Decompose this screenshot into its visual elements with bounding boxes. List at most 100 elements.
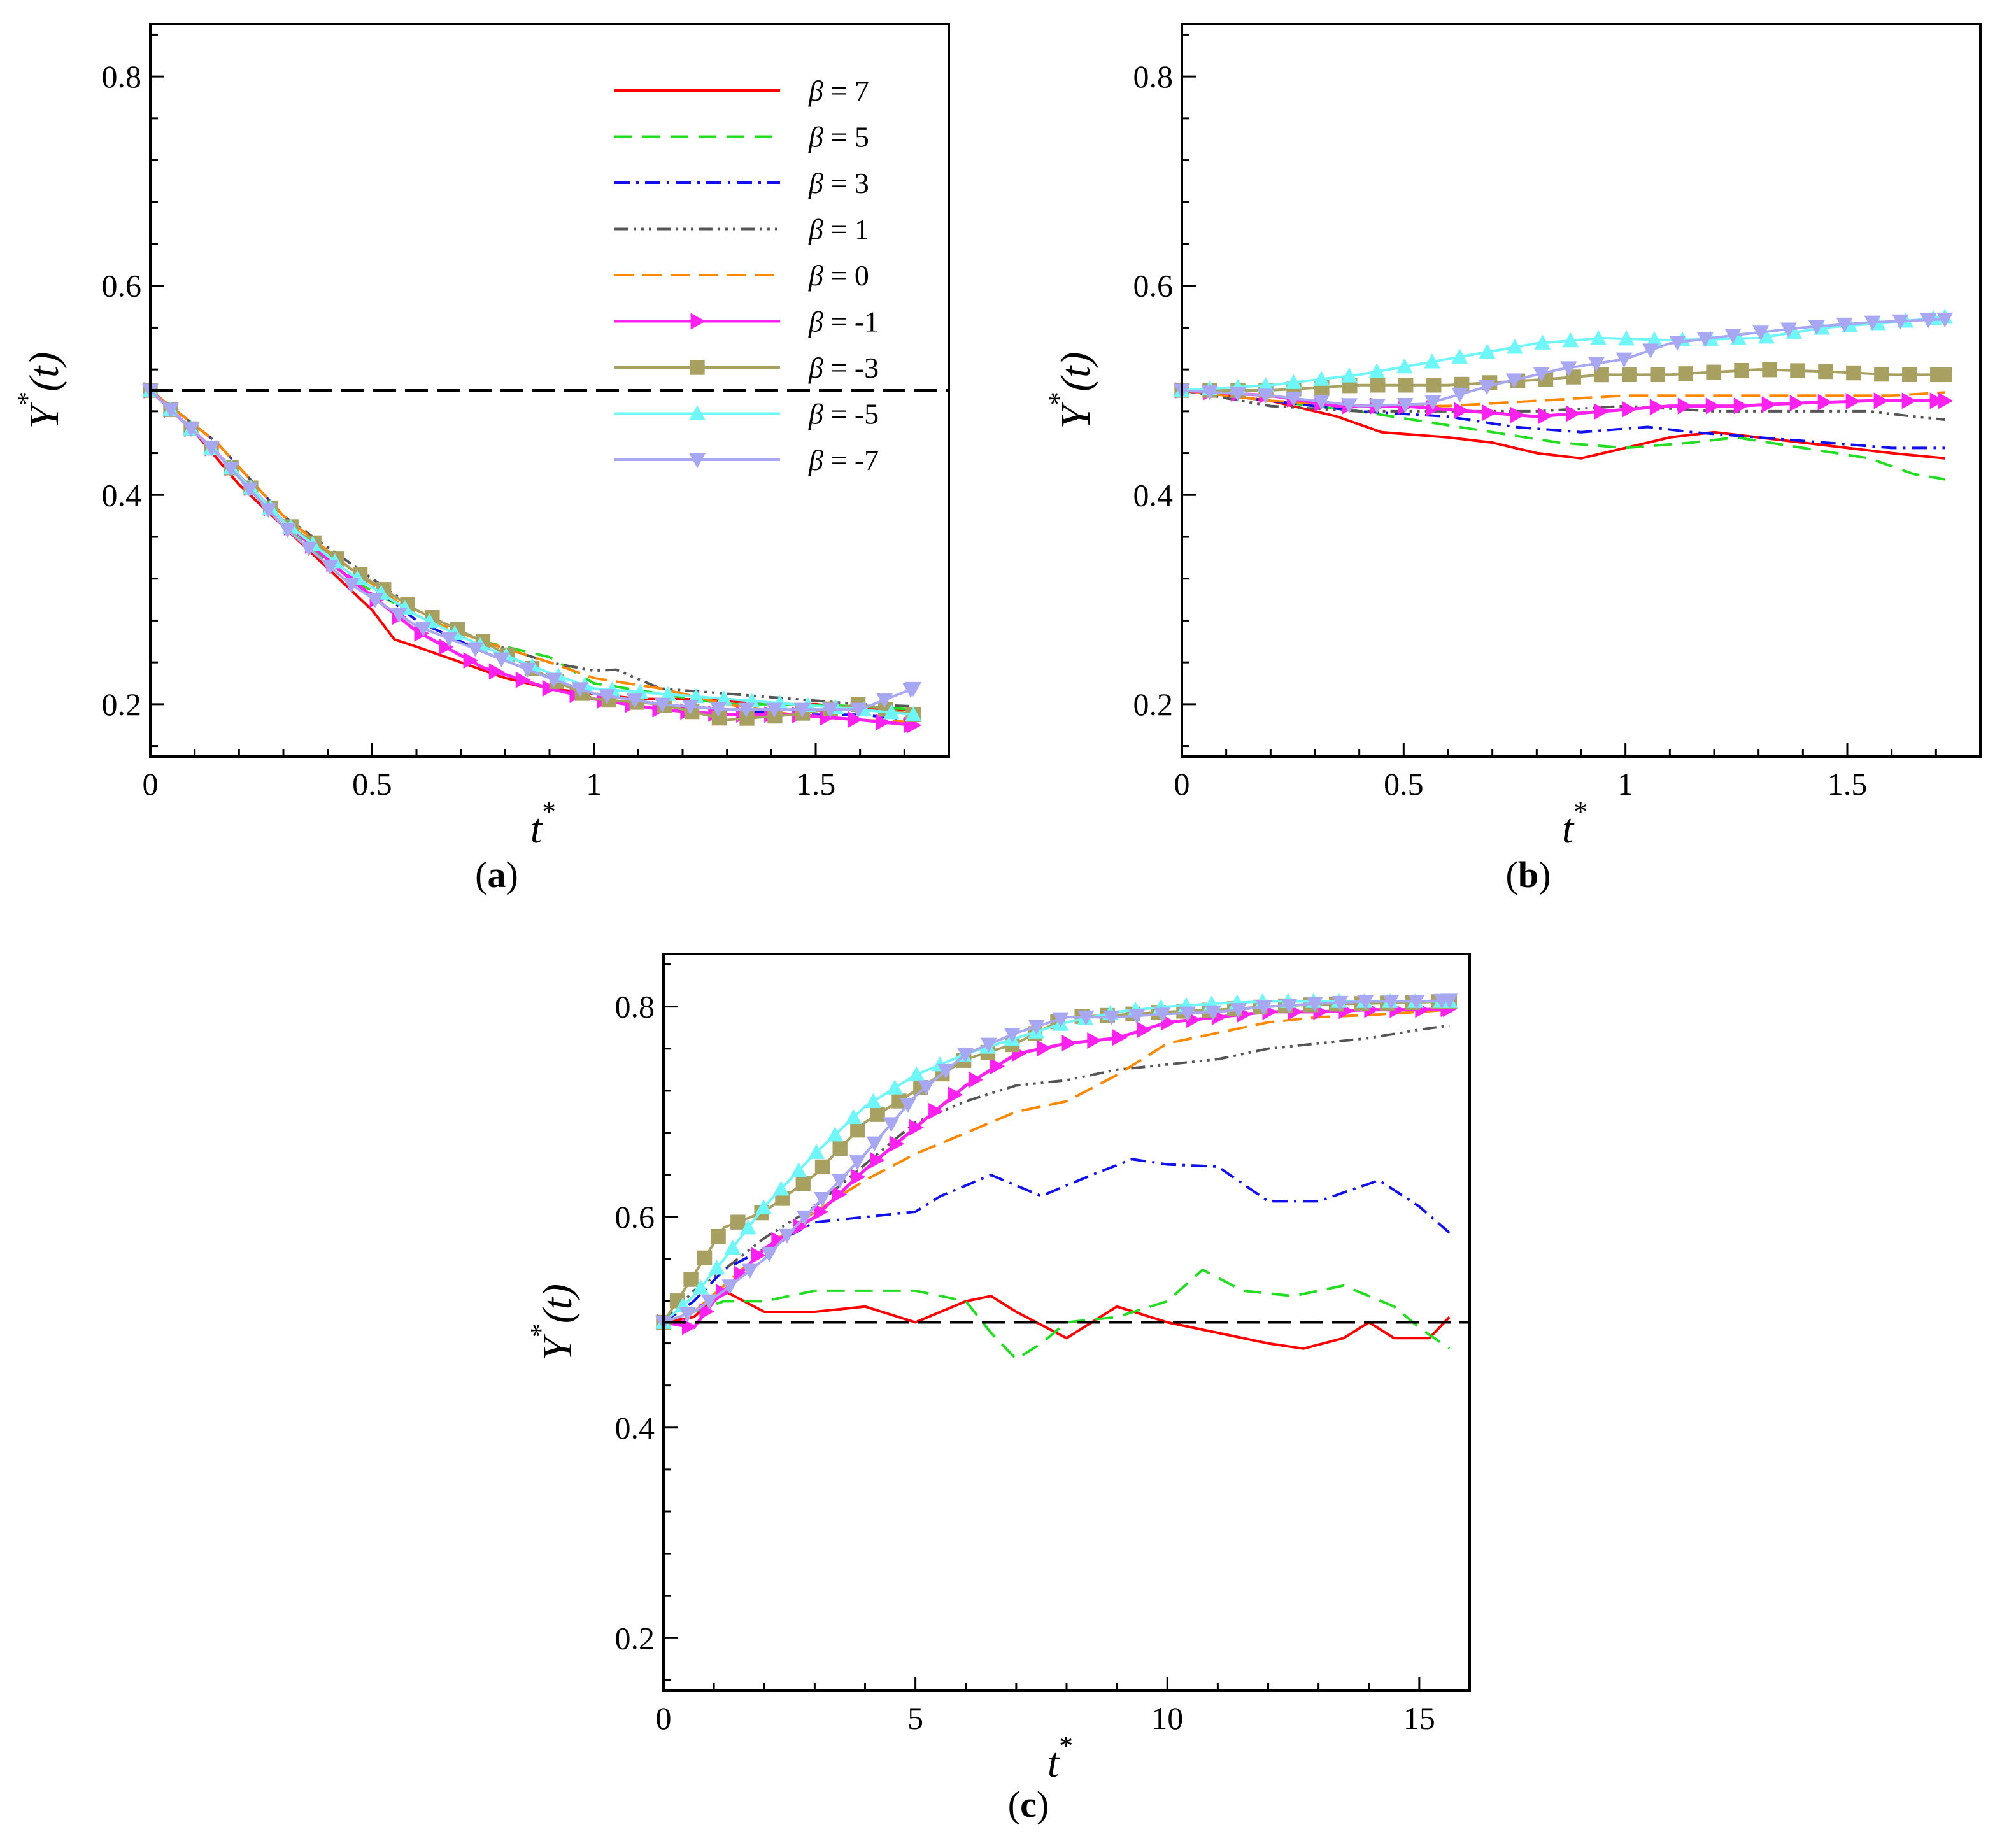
- x-axis-label: t*: [1562, 796, 1587, 852]
- y-tick-label: 0.2: [615, 1620, 655, 1656]
- data-point: [183, 422, 200, 437]
- data-point: [571, 682, 588, 697]
- series-beta_m7: [655, 993, 1458, 1331]
- data-point: [1357, 995, 1374, 1010]
- data-point: [1179, 1006, 1196, 1021]
- data-point: [679, 1307, 696, 1323]
- data-point: [1618, 330, 1635, 346]
- data-point: [700, 1294, 718, 1309]
- y-axis-label-arg: (t): [534, 1284, 581, 1323]
- data-point: [1649, 399, 1665, 416]
- data-point: [870, 1151, 885, 1169]
- data-point: [1408, 994, 1425, 1010]
- data-point: [688, 688, 705, 704]
- data-point: [1368, 363, 1386, 378]
- data-point: [699, 1303, 714, 1320]
- legend-label-beta_0: β = 0: [808, 259, 869, 292]
- data-point: [1560, 361, 1577, 376]
- data-point: [831, 1174, 848, 1189]
- data-point: [814, 1159, 830, 1175]
- data-point: [1785, 324, 1803, 339]
- x-tick-label: 10: [1151, 1700, 1183, 1736]
- plot-frame: [149, 23, 950, 758]
- series-beta_7: [663, 1289, 1451, 1350]
- data-point: [883, 1117, 900, 1132]
- y-axis-label-star: *: [1043, 392, 1074, 406]
- series-line: [1181, 389, 1945, 408]
- series-beta_m5: [655, 993, 1458, 1329]
- series-line: [663, 1007, 1450, 1330]
- data-point: [886, 1079, 904, 1095]
- data-point: [909, 1119, 924, 1136]
- panel-a: 0 0.5 1 1.50.20.40.60.8t*Y*(t)(a)β = 7β = 5…: [11, 23, 950, 895]
- series-beta_5: [663, 1268, 1451, 1361]
- legend-marker-beta_m5: [689, 405, 706, 420]
- x-axis-label: t*: [1047, 1730, 1073, 1786]
- data-point: [1370, 378, 1386, 393]
- series-beta_m7: [1174, 312, 1954, 414]
- legend-symbol: β: [808, 259, 823, 292]
- data-point: [692, 1279, 709, 1295]
- data-point: [1331, 995, 1349, 1011]
- data-point: [772, 1181, 790, 1196]
- series-beta_m1: [657, 1000, 1458, 1335]
- y-tick-label: 0.8: [102, 59, 142, 94]
- data-point: [488, 663, 504, 680]
- data-point: [1230, 1003, 1247, 1018]
- data-point: [439, 638, 454, 655]
- y-axis-label-star: *: [525, 1323, 556, 1337]
- x-axis-label-t: t: [1047, 1740, 1060, 1786]
- panel-caption: (a): [475, 854, 518, 895]
- data-point: [1789, 395, 1805, 412]
- data-point: [876, 693, 893, 708]
- x-axis-label-star: *: [542, 796, 556, 827]
- legend-label-beta_7: β = 7: [808, 75, 869, 107]
- data-point: [545, 672, 562, 688]
- data-point: [1340, 398, 1358, 413]
- legend-value: = 3: [823, 167, 869, 199]
- data-point: [1004, 1028, 1021, 1043]
- data-point: [1340, 367, 1358, 383]
- data-point: [162, 402, 180, 418]
- x-axis-label-t: t: [1562, 806, 1575, 852]
- y-tick-label: 0.4: [1133, 477, 1174, 513]
- y-axis-label-arg: (t): [1053, 352, 1099, 391]
- data-point: [343, 578, 360, 593]
- series-line: [663, 1289, 1451, 1350]
- data-point: [1734, 363, 1749, 378]
- y-axis-label-Y: Y: [534, 1333, 581, 1361]
- legend-value: = -1: [823, 306, 879, 338]
- data-point: [1426, 378, 1442, 393]
- data-point: [1424, 395, 1442, 411]
- y-axis-label-Y: Y: [1053, 402, 1099, 429]
- data-point: [721, 1279, 739, 1295]
- panel-caption: (b): [1506, 854, 1551, 895]
- legend-value: = -5: [823, 398, 879, 430]
- data-point: [1087, 1032, 1102, 1049]
- x-tick-label: 0: [143, 766, 159, 802]
- legend-marker-beta_m3: [690, 360, 705, 375]
- data-point: [367, 593, 384, 608]
- data-point: [832, 1186, 848, 1203]
- data-point: [891, 1093, 907, 1109]
- data-point: [1594, 403, 1609, 420]
- data-point: [1534, 334, 1551, 350]
- data-point: [876, 713, 891, 730]
- data-point: [708, 1260, 725, 1275]
- data-point: [711, 1228, 726, 1244]
- y-tick-label: 0.4: [615, 1410, 655, 1446]
- series-line: [149, 389, 914, 716]
- data-point: [1678, 366, 1693, 381]
- x-axis-label-t: t: [530, 806, 543, 852]
- data-point: [1424, 353, 1441, 369]
- data-point: [1920, 313, 1937, 329]
- data-point: [928, 1102, 944, 1119]
- data-point: [724, 1239, 741, 1255]
- data-point: [260, 503, 277, 518]
- series-beta_m3: [143, 383, 921, 726]
- caption-letter: c: [1020, 1784, 1037, 1825]
- x-tick-label: 1: [586, 766, 602, 802]
- x-axis-label-star: *: [1573, 796, 1587, 827]
- caption-open: (: [475, 854, 487, 895]
- series-line: [663, 1268, 1451, 1361]
